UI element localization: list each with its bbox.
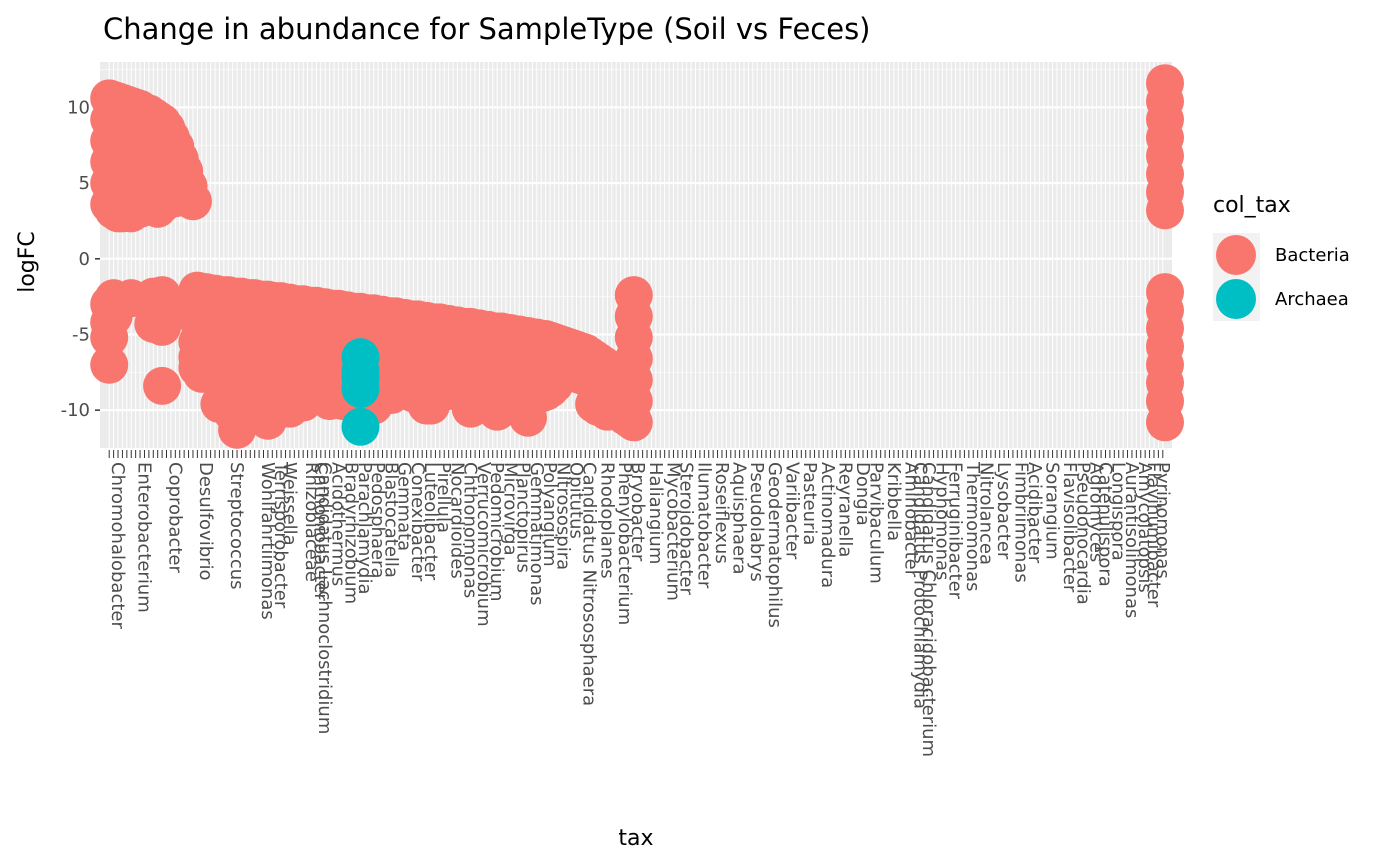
x-tick-label: Flavisolibacter	[1059, 462, 1080, 593]
x-tick-label: Actinomadura	[817, 462, 838, 588]
x-tick-label: Wohlfahrtiimonas	[257, 462, 278, 620]
x-tick-label: Luteolibacter	[420, 462, 441, 581]
x-tick-label: Fimbriimonas	[1011, 462, 1032, 583]
x-tick-label: Pasteuria	[799, 462, 820, 545]
y-tick-label: -5	[72, 324, 90, 345]
x-tick-label: Parvibaculum	[865, 462, 886, 584]
x-tick-label: Enterobacterium	[133, 462, 154, 613]
x-tick-label: Phenylobacterium	[614, 462, 635, 625]
x-tick-label: Bryobacter	[627, 462, 648, 562]
x-tick-label: Longispora	[1108, 462, 1129, 561]
x-tick-label: Steroidobacter	[676, 462, 697, 595]
x-tick-label: Streptococcus	[226, 462, 247, 590]
data-point	[1146, 403, 1184, 442]
x-tick-label: Pyrinomonas	[1152, 462, 1173, 579]
data-point	[143, 366, 182, 405]
x-tick-label: Gemmatimonas	[526, 462, 547, 606]
x-tick-label: Nitrolancea	[975, 462, 996, 565]
x-tick-label: Aminobacter	[901, 462, 922, 578]
x-tick-label: Chthoniobacter	[310, 462, 331, 601]
legend-title: col_tax	[1213, 193, 1291, 218]
legend-label-bacteria: Bacteria	[1275, 245, 1350, 266]
x-tick-label: Parachlamydia	[354, 462, 375, 595]
legend-key-bacteria	[1216, 235, 1256, 275]
x-tick-label: Amycolatopsis	[1134, 462, 1155, 593]
x-tick-label: Variibacter	[781, 462, 802, 560]
x-tick-label: Reyranella	[834, 462, 855, 557]
legend-key-archaea	[1216, 279, 1256, 319]
x-tick-label: Pedosphaera	[367, 462, 388, 578]
x-tick-label: Flavihumibacter	[1143, 462, 1164, 608]
data-point	[90, 345, 129, 384]
x-tick-label: Verrucomicrobium	[473, 462, 494, 627]
data-point	[173, 182, 212, 221]
x-tick-label: Pedomicrobium	[486, 462, 507, 602]
x-tick-label: Agromyces	[1086, 462, 1107, 562]
x-tick-label: Rhodoplanes	[596, 462, 617, 579]
legend: col_tax Bacteria Archaea	[1213, 193, 1350, 321]
x-tick-label: Candidatus Protochlamydia	[909, 462, 930, 709]
x-tick-label: Nocardioides	[446, 462, 467, 579]
x-tick-label: Chromohalobacter	[107, 462, 128, 629]
data-point	[614, 403, 653, 442]
x-tick-label: Blastocatella	[380, 462, 401, 578]
x-tick-label: Nitrosospira	[552, 462, 573, 570]
data-point	[143, 307, 182, 346]
x-tick-labels: Chromohalobacter Enterobacterium Coprobact…	[107, 461, 1173, 757]
x-tick-label: Dongia	[852, 462, 873, 526]
legend-label-archaea: Archaea	[1275, 289, 1349, 310]
x-tick-label: Pseudolabrys	[746, 462, 767, 582]
x-tick-label: Roseiflexus	[711, 462, 732, 564]
x-tick-label: Thermomonas	[962, 461, 983, 591]
x-tick-label: Terrisporobacter	[270, 461, 291, 609]
y-tick-label: 0	[79, 249, 90, 270]
x-tick-label: Microvirga	[499, 462, 520, 556]
x-tick-label: Catenulispora	[1094, 462, 1115, 587]
data-point	[341, 407, 380, 446]
x-tick-label: Chthonomonas	[460, 462, 481, 598]
x-tick-label: Candidatus Nitrososphaera	[579, 462, 600, 706]
x-tick-label: Acidibacter	[1024, 462, 1045, 564]
data-points	[90, 64, 1184, 449]
x-tick-label: Pirellula	[433, 462, 454, 533]
y-tick-label: 5	[79, 173, 90, 194]
y-tick-label: 10	[67, 97, 90, 118]
x-tick-label: Geodermatophilus	[764, 462, 785, 628]
data-point	[341, 369, 380, 408]
x-tick-label: Opitutus	[565, 462, 586, 539]
x-tick-label: Aurantisolimonas	[1121, 462, 1142, 618]
y-tick-label: -10	[61, 400, 90, 421]
x-tick-label: Haliangium	[645, 462, 666, 564]
x-tick-label: Gemmata	[394, 462, 415, 551]
x-tick-label: Ferruginibacter	[945, 462, 966, 600]
x-tick-label: Hyphomonas	[931, 462, 952, 580]
x-tick-label: Ilumatobacter	[693, 462, 714, 589]
x-tick-label: Polyangium	[539, 462, 560, 567]
y-axis-title: logFC	[15, 231, 40, 293]
x-tick-label: Planctopirus	[513, 462, 534, 573]
x-tick-label: Kribbella	[883, 462, 904, 541]
x-axis-title: tax	[618, 826, 653, 851]
x-axis-ticks	[108, 450, 1164, 458]
x-tick-label: Desulfovibrio	[195, 462, 216, 581]
x-tick-label: Lysobacter	[993, 462, 1014, 560]
x-tick-label: Weissella	[279, 462, 300, 546]
x-tick-label: Coprobacter	[164, 462, 185, 574]
x-tick-label: Candidatus Chloracidobacterium	[918, 462, 939, 757]
x-tick-label: Conexibacter	[407, 462, 428, 582]
chart-title: Change in abundance for SampleType (Soil…	[103, 12, 871, 46]
x-tick-label: Acidothermus	[327, 462, 348, 586]
x-tick-label: Bradyrhizobium	[341, 462, 362, 604]
data-point	[1146, 191, 1184, 230]
x-tick-label: Mycobacterium	[662, 462, 683, 601]
x-tick-label: Rhizobiaceae	[301, 462, 322, 582]
x-tick-label: Sorangium	[1042, 462, 1063, 560]
x-tick-label: Aquisphaera	[729, 462, 750, 575]
x-tick-label: Candidatus Lachnoclostridium	[314, 462, 335, 734]
x-tick-label: Pseudonocardia	[1072, 462, 1093, 605]
